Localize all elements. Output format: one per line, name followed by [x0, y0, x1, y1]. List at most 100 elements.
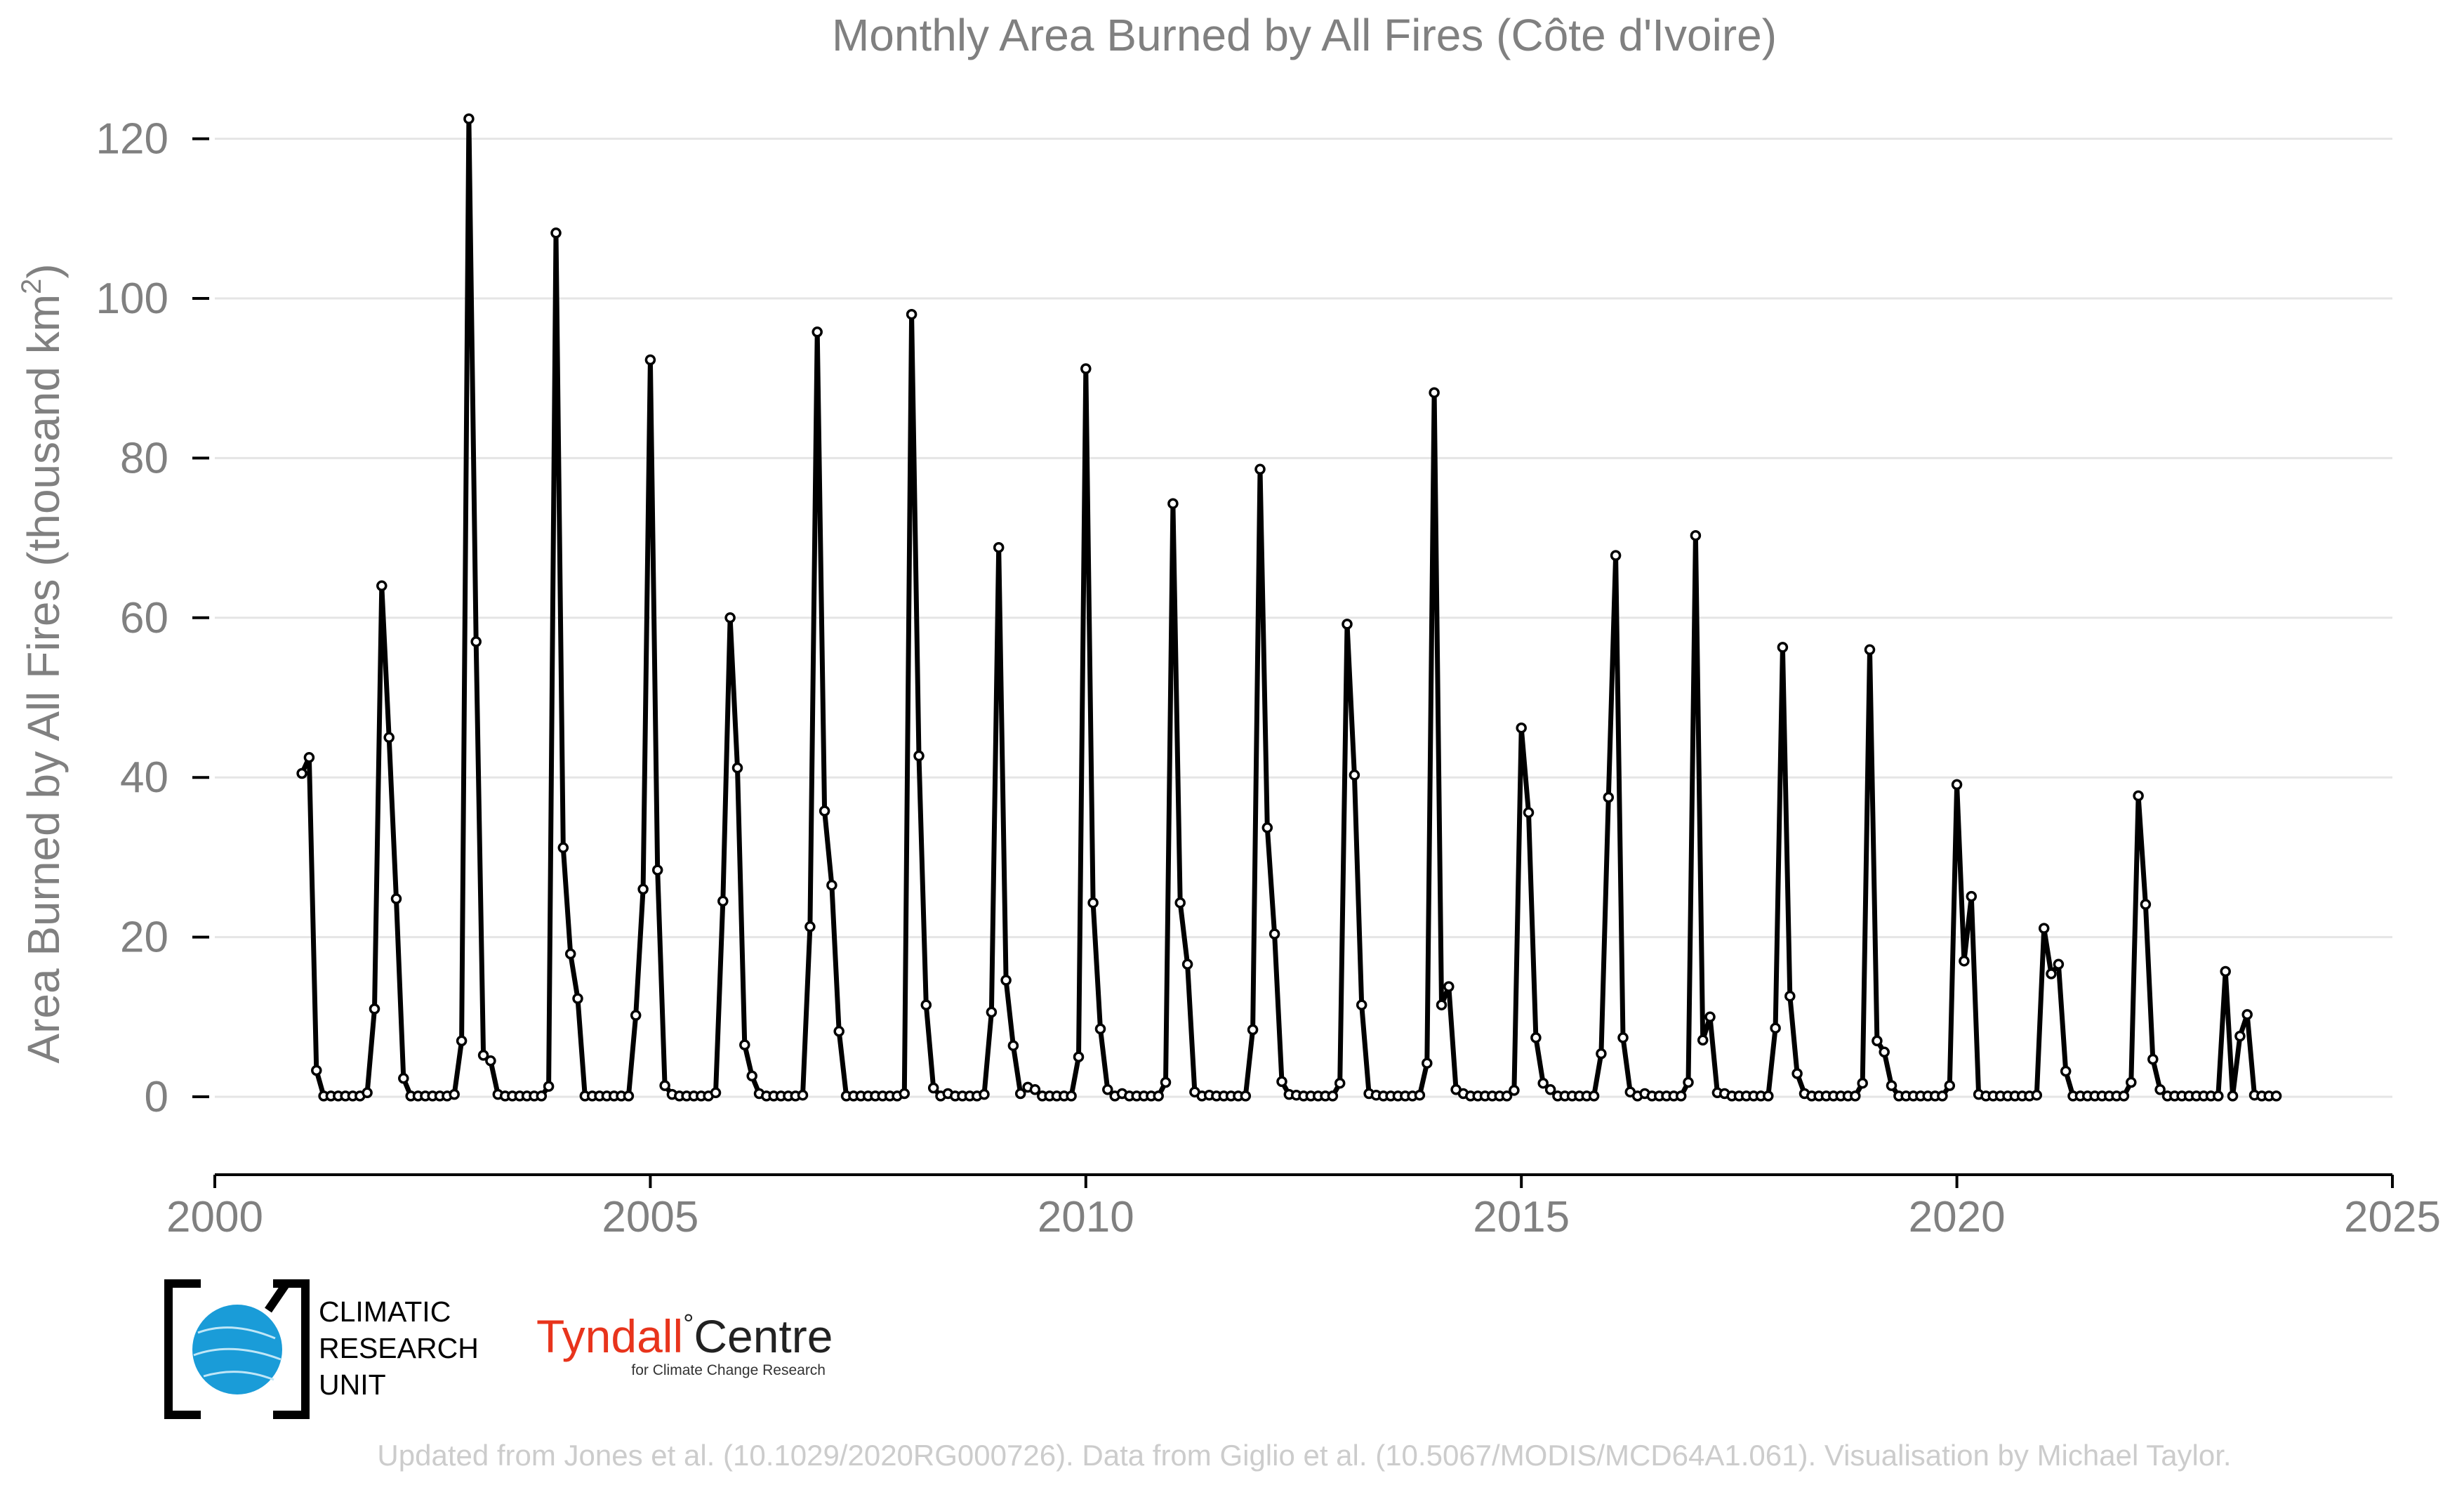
data-point-111: [1102, 1084, 1113, 1095]
data-point-101: [1029, 1084, 1041, 1095]
data-point-85: [913, 750, 925, 762]
data-point-190: [1675, 1090, 1687, 1102]
data-point-146: [1356, 999, 1367, 1010]
data-point-133: [1261, 822, 1273, 833]
data-point-202: [1763, 1090, 1774, 1102]
data-point-2: [311, 1064, 322, 1076]
data-point-243: [2060, 1065, 2072, 1077]
data-point-120: [1167, 498, 1179, 509]
data-point-25: [477, 1050, 489, 1061]
data-point-118: [1153, 1090, 1164, 1102]
y-axis-label-close: ): [18, 263, 69, 278]
data-point-181: [1610, 550, 1622, 561]
data-point-110: [1094, 1023, 1106, 1035]
x-tick-label-2010: 2010: [1038, 1193, 1134, 1241]
data-point-98: [1007, 1040, 1019, 1051]
data-point-226: [1937, 1090, 1948, 1102]
cru-text-line1: CLIMATIC: [319, 1295, 451, 1328]
data-point-131: [1247, 1024, 1259, 1036]
data-point-204: [1777, 642, 1789, 653]
data-point-166: [1501, 1090, 1513, 1102]
data-point-155: [1422, 1057, 1433, 1069]
gridlines: [215, 138, 2392, 1098]
data-point-227: [1944, 1080, 1956, 1091]
data-point-272: [2270, 1090, 2282, 1102]
data-point-194: [1704, 1011, 1716, 1023]
data-point-268: [2241, 1009, 2253, 1020]
data-point-99: [1014, 1088, 1026, 1100]
data-point-254: [2140, 899, 2152, 910]
data-point-14: [398, 1073, 409, 1084]
data-point-107: [1073, 1051, 1085, 1062]
data-point-50: [659, 1080, 670, 1091]
data-point-70: [804, 921, 816, 932]
data-point-23: [463, 113, 475, 124]
data-point-11: [376, 580, 388, 592]
data-point-171: [1537, 1077, 1549, 1089]
data-point-59: [724, 612, 736, 624]
series-line: [299, 116, 2277, 1099]
tyndall-degree: °: [683, 1310, 694, 1339]
data-point-13: [390, 893, 402, 904]
data-point-143: [1334, 1077, 1346, 1089]
y-tick-label-20: 20: [120, 914, 168, 962]
data-point-267: [2234, 1030, 2246, 1042]
data-point-0: [296, 767, 307, 779]
data-point-172: [1544, 1084, 1556, 1095]
cru-bracket-right: [273, 1279, 310, 1419]
data-point-264: [2213, 1090, 2224, 1102]
data-point-214: [1850, 1090, 1861, 1102]
data-point-255: [2147, 1053, 2159, 1065]
data-point-73: [826, 879, 837, 891]
data-point-74: [833, 1026, 844, 1037]
data-point-34: [543, 1081, 555, 1092]
data-point-203: [1770, 1022, 1781, 1034]
data-point-83: [899, 1088, 910, 1100]
data-point-256: [2154, 1084, 2166, 1095]
data-point-142: [1327, 1090, 1339, 1102]
cru-bracket-left: [164, 1279, 201, 1419]
data-point-97: [1000, 975, 1012, 986]
data-point-251: [2118, 1090, 2130, 1102]
data-point-36: [557, 842, 569, 854]
data-point-46: [630, 1010, 642, 1021]
data-point-10: [369, 1003, 380, 1015]
data-point-180: [1603, 791, 1615, 803]
data-point-87: [927, 1082, 939, 1094]
data-point-206: [1791, 1068, 1803, 1079]
data-point-215: [1857, 1077, 1868, 1089]
footer-credit: Updated from Jones et al. (10.1029/2020R…: [377, 1439, 2231, 1472]
cru-logo: CLIMATIC RESEARCH UNIT: [164, 1279, 479, 1419]
data-point-217: [1872, 1035, 1883, 1047]
data-point-216: [1864, 644, 1876, 656]
data-point-239: [2031, 1089, 2043, 1101]
data-point-48: [644, 354, 656, 366]
x-tick-label-2005: 2005: [602, 1193, 698, 1241]
x-axis-ticks: 2000 2005 2010 2015 2020 2025: [166, 1175, 2441, 1241]
y-tick-label-80: 80: [120, 434, 168, 482]
data-point-109: [1087, 897, 1099, 909]
cru-globe-swirl: [193, 1326, 281, 1381]
cru-slash: [265, 1281, 290, 1313]
tyndall-name-text: Tyndall: [536, 1310, 683, 1362]
data-point-121: [1174, 897, 1186, 909]
data-point-62: [746, 1070, 757, 1082]
data-point-193: [1697, 1034, 1709, 1046]
data-point-22: [456, 1035, 468, 1047]
data-point-240: [2038, 923, 2050, 934]
x-tick-label-2025: 2025: [2344, 1193, 2441, 1241]
data-point-49: [651, 864, 663, 876]
y-axis-ticks: 0 20 40 60 80 100 120: [96, 115, 209, 1121]
data-point-156: [1429, 387, 1440, 398]
data-point-167: [1509, 1085, 1520, 1096]
data-point-69: [797, 1089, 809, 1101]
data-point-84: [906, 308, 918, 320]
x-tick-label-2015: 2015: [1473, 1193, 1570, 1241]
tyndall-centre-text: Centre: [694, 1310, 833, 1362]
tyndall-logo: Tyndall°Centre for Climate Change Resear…: [536, 1310, 833, 1378]
data-point-157: [1436, 999, 1448, 1010]
data-point-168: [1516, 722, 1527, 734]
data-point-158: [1443, 981, 1455, 992]
data-point-144: [1342, 619, 1353, 630]
